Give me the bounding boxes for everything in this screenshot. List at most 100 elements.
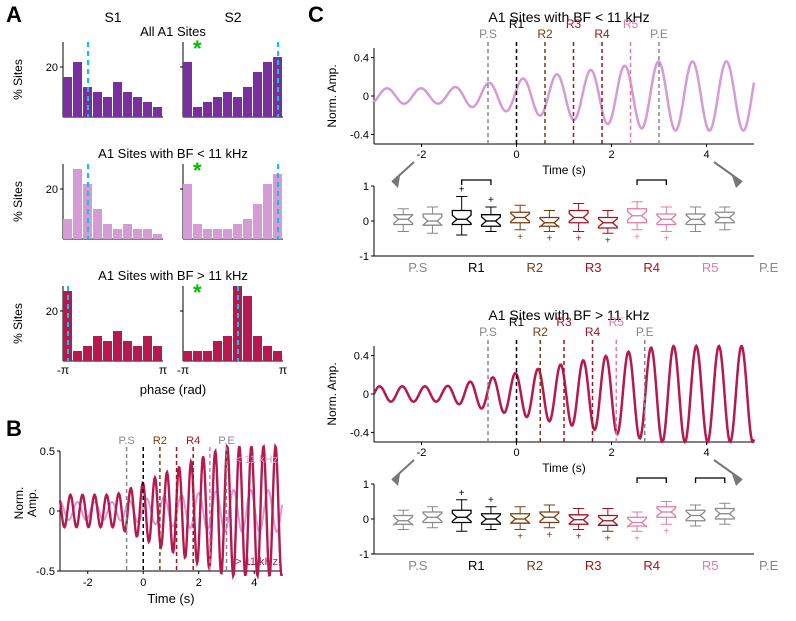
panel-c-svg: A1 Sites with BF < 11 kHz-0.400.4-2024No… [310, 4, 788, 612]
svg-text:4: 4 [703, 447, 709, 459]
svg-text:0: 0 [363, 216, 369, 228]
svg-text:R4: R4 [585, 325, 601, 339]
left-column: S1S2All A1 Sites% Sites20*A1 Sites with … [8, 4, 298, 618]
svg-text:S2: S2 [224, 9, 241, 25]
svg-text:0.4: 0.4 [354, 53, 369, 65]
svg-text:+: + [663, 526, 669, 537]
svg-text:0.4: 0.4 [354, 351, 369, 363]
svg-text:0: 0 [363, 389, 369, 401]
svg-text:R4: R4 [186, 435, 200, 447]
svg-text:*: * [193, 36, 202, 61]
svg-text:2: 2 [196, 577, 202, 589]
svg-text:S1: S1 [104, 9, 121, 25]
svg-text:P.E: P.E [218, 435, 234, 447]
svg-text:+: + [517, 232, 523, 243]
svg-text:R3: R3 [566, 17, 582, 31]
svg-text:R3: R3 [585, 558, 602, 573]
svg-text:A1 Sites with BF > 11 kHz: A1 Sites with BF > 11 kHz [98, 268, 248, 283]
svg-text:% Sites: % Sites [11, 303, 25, 344]
svg-text:0: 0 [513, 447, 519, 459]
svg-text:1: 1 [363, 181, 369, 193]
svg-text:Norm.: Norm. [12, 487, 26, 520]
svg-text:20: 20 [46, 184, 58, 196]
svg-text:0: 0 [363, 91, 369, 103]
svg-text:P.S: P.S [479, 325, 497, 339]
svg-text:+: + [576, 234, 582, 245]
svg-text:P.E: P.E [636, 325, 654, 339]
svg-text:R4: R4 [643, 558, 660, 573]
svg-text:+: + [605, 533, 611, 544]
svg-text:Time (s): Time (s) [542, 163, 586, 177]
svg-text:0: 0 [49, 506, 55, 518]
svg-text:0.5: 0.5 [40, 446, 55, 458]
svg-text:> 11 kHz: > 11 kHz [235, 556, 278, 568]
svg-text:R1: R1 [468, 558, 485, 573]
svg-text:-π: -π [177, 363, 189, 377]
svg-text:π: π [159, 363, 167, 377]
svg-text:2: 2 [608, 447, 614, 459]
svg-text:Norm. Amp.: Norm. Amp. [325, 64, 339, 127]
svg-text:+: + [546, 530, 552, 541]
svg-text:0: 0 [513, 149, 519, 161]
svg-text:A1 Sites with BF < 11 kHz: A1 Sites with BF < 11 kHz [98, 146, 248, 161]
svg-text:% Sites: % Sites [11, 59, 25, 100]
svg-text:-2: -2 [417, 447, 427, 459]
panel-b-svg: -0.500.5-2024Norm.Amp.Time (s)P.SR2R4P.E… [8, 423, 298, 613]
svg-text:R3: R3 [556, 315, 572, 329]
svg-text:+: + [459, 185, 465, 196]
svg-text:R2: R2 [537, 27, 553, 41]
svg-text:1: 1 [363, 479, 369, 491]
svg-text:0: 0 [140, 577, 146, 589]
svg-text:R2: R2 [533, 325, 549, 339]
svg-text:+: + [546, 234, 552, 245]
svg-text:R5: R5 [623, 17, 639, 31]
svg-text:P.E: P.E [759, 558, 779, 573]
svg-text:+: + [634, 232, 640, 243]
svg-text:R2: R2 [526, 260, 543, 275]
svg-text:R4: R4 [643, 260, 660, 275]
svg-text:R5: R5 [609, 315, 625, 329]
svg-text:R2: R2 [153, 435, 167, 447]
svg-text:+: + [459, 488, 465, 499]
svg-text:*: * [193, 158, 202, 183]
svg-text:-0.4: -0.4 [350, 427, 369, 439]
svg-text:P.E: P.E [650, 27, 668, 41]
svg-text:R1: R1 [509, 17, 525, 31]
svg-text:π: π [279, 363, 287, 377]
svg-text:-2: -2 [417, 149, 427, 161]
svg-text:Amp.: Amp. [25, 489, 39, 517]
svg-text:% Sites: % Sites [11, 181, 25, 222]
svg-text:P.S: P.S [408, 558, 428, 573]
svg-text:+: + [488, 195, 494, 206]
right-column: A1 Sites with BF < 11 kHz-0.400.4-2024No… [310, 4, 788, 617]
svg-text:R4: R4 [594, 27, 610, 41]
svg-text:+: + [517, 532, 523, 543]
svg-text:-0.4: -0.4 [350, 129, 369, 141]
svg-text:Time (s): Time (s) [542, 461, 586, 475]
svg-text:-1: -1 [359, 251, 369, 263]
svg-text:-2: -2 [83, 577, 93, 589]
svg-text:20: 20 [46, 62, 58, 74]
svg-text:-π: -π [57, 363, 69, 377]
svg-text:P.S: P.S [479, 27, 497, 41]
svg-text:phase (rad): phase (rad) [140, 382, 206, 397]
svg-text:R3: R3 [585, 260, 602, 275]
svg-text:R5: R5 [702, 260, 719, 275]
svg-text:4: 4 [251, 577, 257, 589]
svg-text:0: 0 [363, 514, 369, 526]
svg-text:+: + [663, 234, 669, 245]
svg-text:P.S: P.S [408, 260, 428, 275]
svg-text:+: + [634, 533, 640, 544]
svg-text:Time (s): Time (s) [147, 591, 194, 606]
panel-a-svg: S1S2All A1 Sites% Sites20*A1 Sites with … [8, 4, 298, 414]
svg-text:-0.5: -0.5 [36, 566, 55, 578]
svg-text:+: + [488, 495, 494, 506]
svg-text:Norm. Amp.: Norm. Amp. [325, 362, 339, 425]
svg-text:R5: R5 [702, 558, 719, 573]
svg-text:-1: -1 [359, 549, 369, 561]
svg-text:*: * [193, 280, 202, 305]
svg-text:P.E: P.E [759, 260, 779, 275]
svg-text:R1: R1 [468, 260, 485, 275]
svg-text:R2: R2 [526, 558, 543, 573]
svg-text:< 11 kHz: < 11 kHz [235, 454, 278, 466]
